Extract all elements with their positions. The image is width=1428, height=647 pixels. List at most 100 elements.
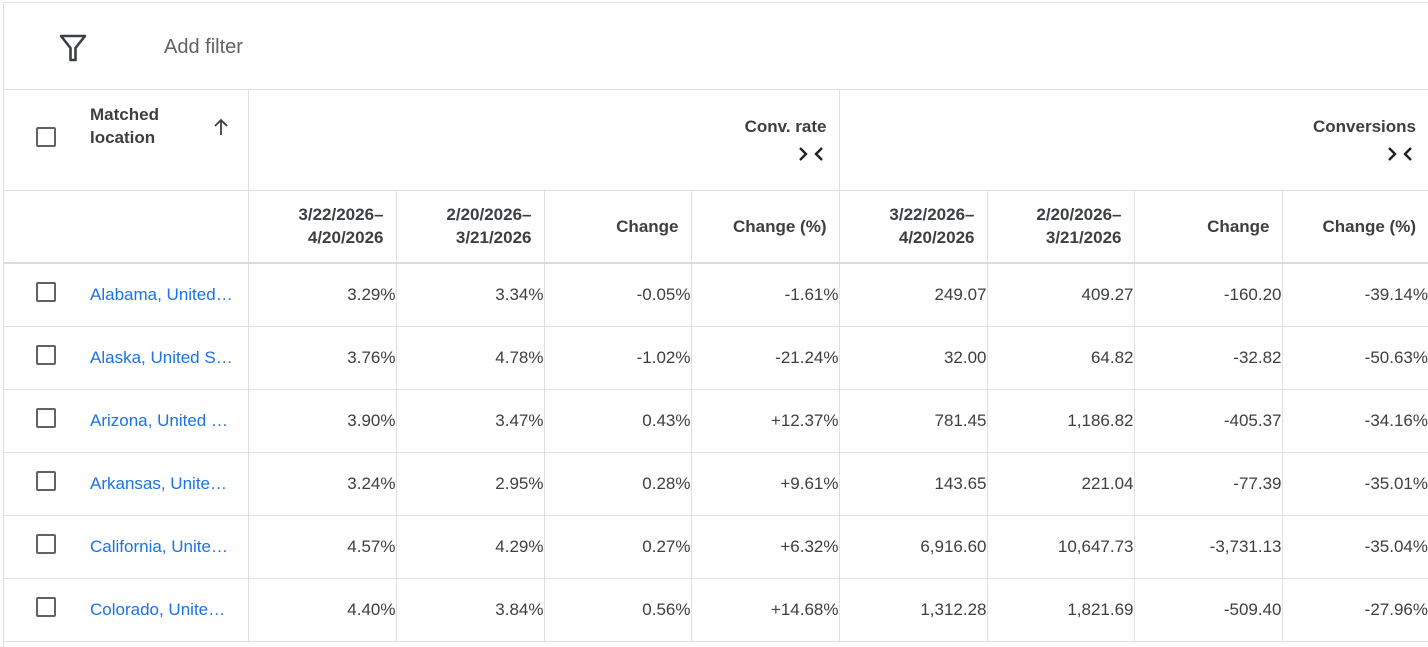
cell-previous-period: 10,647.73 — [987, 515, 1135, 579]
location-cell: Alaska, United States — [90, 326, 249, 390]
cell-current-period: 3.90% — [248, 389, 397, 453]
table-row[interactable]: Colorado, United States 4.40%3.84%0.56%+1… — [4, 578, 1428, 642]
cell-change: -3,731.13 — [1134, 515, 1283, 579]
cell-current-period: 143.65 — [839, 452, 988, 516]
conv-rate-title[interactable]: Conv. rate — [744, 117, 827, 136]
cell-change: -77.39 — [1134, 452, 1283, 516]
cell-change-percent: -1.61% — [691, 263, 840, 327]
cell-current-period: 1,312.28 — [839, 578, 988, 642]
location-cell: Alabama, United States — [90, 263, 249, 327]
add-filter-button[interactable]: Add filter — [164, 36, 243, 58]
column-header-previous-period[interactable]: 2/20/2026– 3/21/2026 — [987, 190, 1135, 264]
location-cell: Arizona, United States — [90, 389, 249, 453]
cell-previous-period: 64.82 — [987, 326, 1135, 390]
row-checkbox[interactable] — [36, 408, 56, 428]
conv-rate-group-header: Conv. rate — [248, 90, 840, 191]
cell-change-percent: -27.96% — [1282, 578, 1428, 642]
cell-change: -160.20 — [1134, 263, 1283, 327]
table-row[interactable]: Arizona, United States 3.90%3.47%0.43%+12… — [4, 389, 1428, 453]
matched-location-title: Matched location — [90, 105, 159, 147]
row-select-cell — [4, 263, 90, 327]
column-header-change-percent[interactable]: Change (%) — [1282, 190, 1428, 264]
location-link[interactable]: Arkansas, United States — [90, 473, 233, 493]
cell-change: -509.40 — [1134, 578, 1283, 642]
cell-change-percent: -34.16% — [1282, 389, 1428, 453]
cell-change-percent: +9.61% — [691, 452, 840, 516]
cell-change-percent: +12.37% — [691, 389, 840, 453]
table-row[interactable]: California, United States 4.57%4.29%0.27%… — [4, 515, 1428, 579]
row-select-cell — [4, 389, 90, 453]
row-checkbox[interactable] — [36, 534, 56, 554]
cell-change: -405.37 — [1134, 389, 1283, 453]
cell-current-period: 32.00 — [839, 326, 988, 390]
cell-change: 0.28% — [544, 452, 692, 516]
cell-current-period: 4.40% — [248, 578, 397, 642]
cell-current-period: 6,916.60 — [839, 515, 988, 579]
conversions-group-header: Conversions — [839, 90, 1428, 191]
column-header-change[interactable]: Change — [544, 190, 692, 264]
header-row-columns: 3/22/2026– 4/20/2026 2/20/2026– 3/21/2026 … — [4, 190, 1428, 264]
location-link[interactable]: Alaska, United States — [90, 347, 233, 367]
row-select-cell — [4, 326, 90, 390]
cell-previous-period: 4.78% — [396, 326, 545, 390]
cell-change-percent: -21.24% — [691, 326, 840, 390]
table-row[interactable]: Arkansas, United States 3.24%2.95%0.28%+9… — [4, 452, 1428, 516]
cell-change: -32.82 — [1134, 326, 1283, 390]
table-row[interactable]: Alabama, United States3.29%3.34%-0.05%-1… — [4, 263, 1428, 327]
table-frame — [3, 2, 1428, 647]
cell-previous-period: 1,186.82 — [987, 389, 1135, 453]
arrow-up-icon[interactable] — [212, 117, 230, 137]
table-row[interactable]: Alaska, United States 3.76%4.78%-1.02%-21… — [4, 326, 1428, 390]
empty-header-cell — [4, 190, 90, 264]
cell-previous-period: 409.27 — [987, 263, 1135, 327]
cell-current-period: 3.24% — [248, 452, 397, 516]
cell-change: -1.02% — [544, 326, 692, 390]
filter-funnel-icon[interactable] — [59, 33, 87, 63]
cell-change-percent: -50.63% — [1282, 326, 1428, 390]
row-checkbox[interactable] — [36, 345, 56, 365]
collapse-columns-icon[interactable] — [1385, 144, 1415, 164]
cell-change-percent: +14.68% — [691, 578, 840, 642]
row-checkbox[interactable] — [36, 471, 56, 491]
cell-change-percent: -35.04% — [1282, 515, 1428, 579]
column-header-previous-period[interactable]: 2/20/2026– 3/21/2026 — [396, 190, 545, 264]
conversions-title[interactable]: Conversions — [1313, 117, 1416, 136]
cell-change: 0.27% — [544, 515, 692, 579]
cell-change-percent: +6.32% — [691, 515, 840, 579]
filter-bar: Add filter — [4, 3, 1428, 90]
cell-current-period: 3.76% — [248, 326, 397, 390]
location-link[interactable]: Arizona, United States — [90, 410, 233, 430]
column-header-current-period[interactable]: 3/22/2026– 4/20/2026 — [839, 190, 988, 264]
cell-current-period: 4.57% — [248, 515, 397, 579]
location-cell: Colorado, United States — [90, 578, 249, 642]
empty-header-cell — [90, 190, 249, 264]
cell-previous-period: 4.29% — [396, 515, 545, 579]
collapse-columns-icon[interactable] — [796, 144, 826, 164]
cell-previous-period: 1,821.69 — [987, 578, 1135, 642]
cell-previous-period: 3.84% — [396, 578, 545, 642]
location-link[interactable]: Alabama, United States — [90, 284, 233, 304]
matched-location-header[interactable]: Matched location — [90, 90, 249, 191]
column-header-change[interactable]: Change — [1134, 190, 1283, 264]
column-header-current-period[interactable]: 3/22/2026– 4/20/2026 — [248, 190, 397, 264]
select-all-cell — [4, 90, 90, 191]
cell-previous-period: 221.04 — [987, 452, 1135, 516]
cell-change: -0.05% — [544, 263, 692, 327]
column-header-change-percent[interactable]: Change (%) — [691, 190, 840, 264]
cell-previous-period: 3.47% — [396, 389, 545, 453]
cell-current-period: 249.07 — [839, 263, 988, 327]
cell-current-period: 781.45 — [839, 389, 988, 453]
location-link[interactable]: California, United States — [90, 536, 233, 556]
cell-current-period: 3.29% — [248, 263, 397, 327]
location-cell: California, United States — [90, 515, 249, 579]
location-link[interactable]: Colorado, United States — [90, 599, 233, 619]
row-checkbox[interactable] — [36, 597, 56, 617]
select-all-checkbox[interactable] — [36, 127, 56, 148]
row-select-cell — [4, 452, 90, 516]
cell-change: 0.43% — [544, 389, 692, 453]
location-cell: Arkansas, United States — [90, 452, 249, 516]
header-row-groups: Matched location Conv. rate Conversions — [4, 90, 1428, 191]
row-checkbox[interactable] — [36, 282, 56, 303]
cell-change-percent: -39.14% — [1282, 263, 1428, 327]
row-select-cell — [4, 515, 90, 579]
